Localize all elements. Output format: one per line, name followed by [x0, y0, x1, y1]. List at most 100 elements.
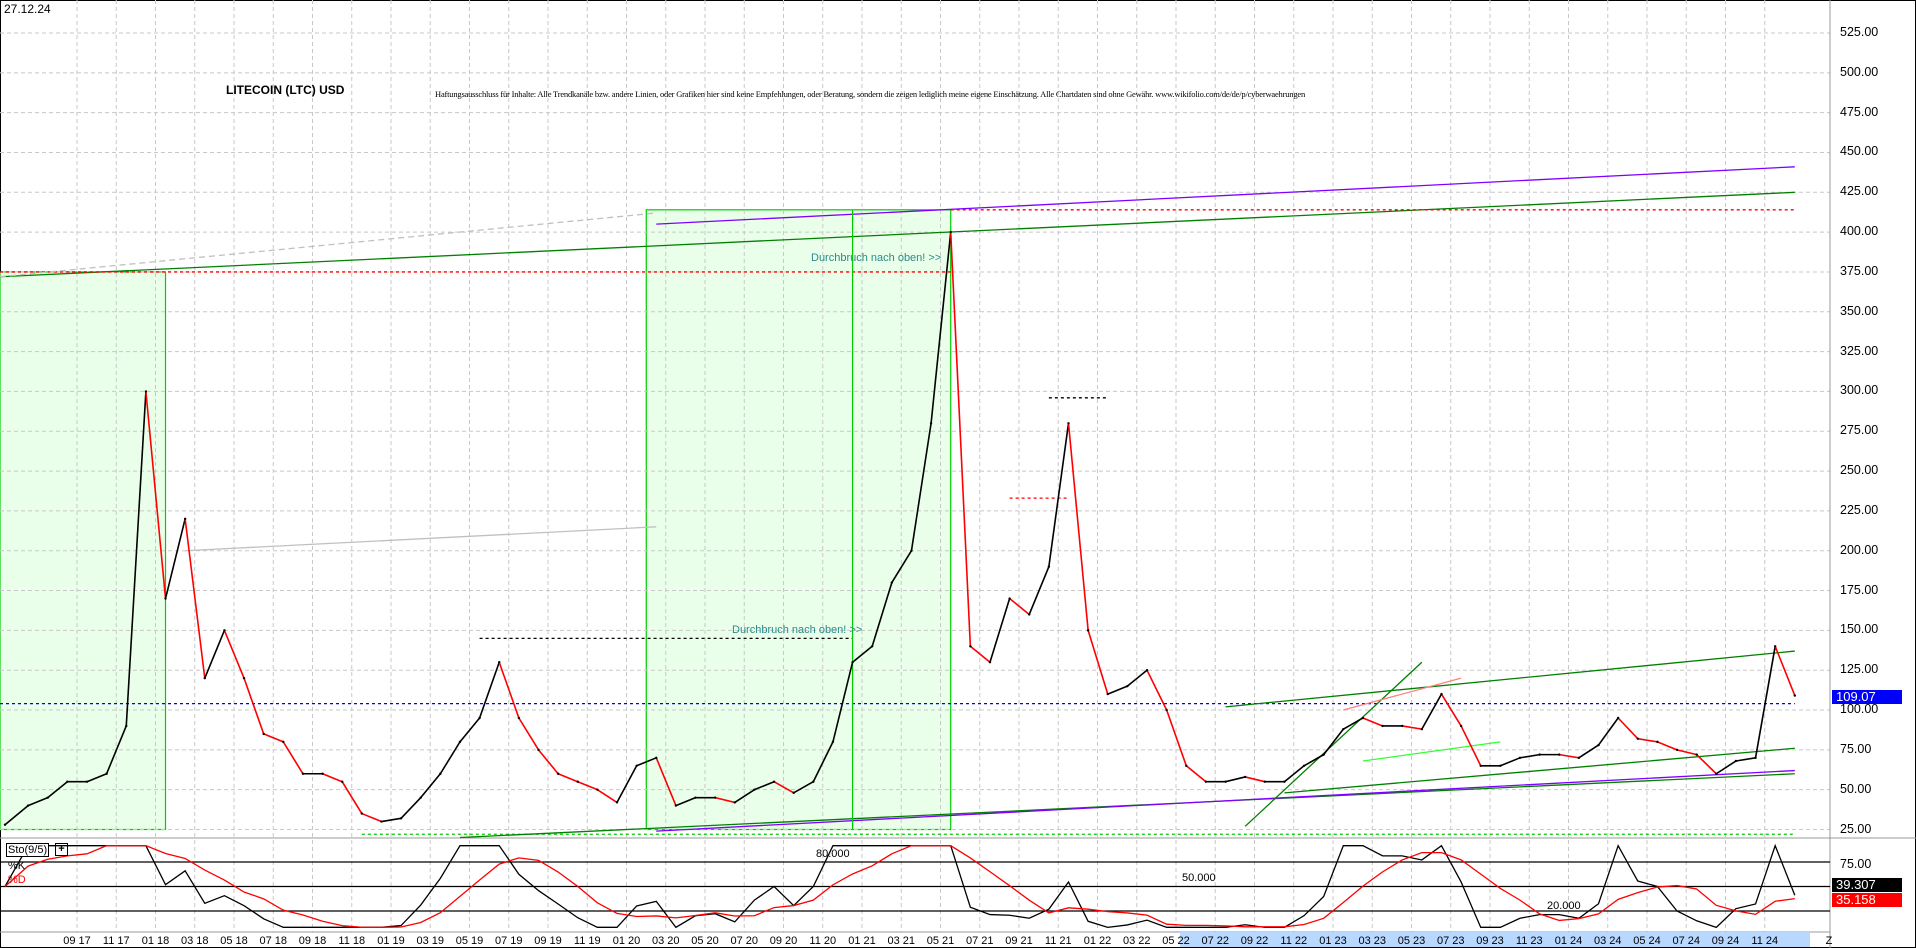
price-segment [1696, 754, 1717, 775]
y-tick-label: 400.00 [1840, 224, 1879, 239]
price-segment [577, 780, 598, 791]
trend-line [0, 191, 1795, 278]
price-segment [322, 773, 343, 783]
price-point [576, 780, 579, 783]
price-segment [223, 630, 245, 679]
price-segment [400, 797, 422, 819]
trend-line [656, 769, 1795, 832]
price-segment [1146, 669, 1168, 711]
x-tick-label: 03 24 [1593, 935, 1622, 947]
price-point [1204, 780, 1208, 783]
trend-line [1284, 747, 1795, 794]
price-point [812, 780, 815, 783]
trend-line [1225, 650, 1795, 708]
price-segment [341, 781, 363, 814]
price-point [713, 796, 717, 799]
price-segment [4, 804, 29, 826]
y-tick-label: 300.00 [1840, 383, 1879, 398]
price-point [282, 740, 285, 744]
price-point [1401, 724, 1404, 728]
price-segment [930, 232, 952, 424]
price-segment [1440, 693, 1462, 727]
price-segment [989, 598, 1011, 663]
x-tick-label: 01 22 [1083, 935, 1112, 947]
x-tick-label: 05 23 [1397, 935, 1426, 947]
price-segment [1185, 765, 1207, 783]
trend-line [0, 212, 657, 278]
price-point [831, 740, 835, 744]
x-tick-label: 01 24 [1554, 935, 1583, 947]
trend-line [1362, 741, 1501, 762]
price-point [1695, 753, 1698, 756]
price-segment [459, 717, 481, 743]
stochastic-title[interactable]: Sto(9/5) [6, 843, 50, 857]
price-segment [243, 677, 265, 735]
y-tick-label: 50.00 [1840, 781, 1872, 796]
price-point [144, 390, 148, 393]
price-point [1754, 756, 1757, 760]
price-segment [47, 781, 68, 799]
price-point [1420, 727, 1424, 731]
price-point [1008, 597, 1011, 600]
y-tick-label: 200.00 [1840, 542, 1879, 557]
price-point [498, 661, 501, 664]
x-tick-label: 03 21 [887, 935, 916, 947]
price-point [46, 796, 49, 799]
price-segment [557, 773, 579, 783]
stochastic-level-80: 80.000 [816, 848, 850, 860]
x-tick-label: 07 19 [494, 935, 523, 947]
price-point [753, 788, 756, 791]
x-tick-label: 01 21 [848, 935, 876, 947]
price-point [85, 780, 89, 783]
annotation-breakout-2020: Durchbruch nach oben! >> [732, 624, 863, 636]
y-tick-label: 250.00 [1840, 463, 1879, 478]
price-point [1283, 780, 1286, 783]
price-segment [1754, 646, 1776, 758]
price-segment [125, 391, 147, 727]
price-segment [1715, 760, 1737, 775]
x-tick-label: 09 19 [534, 935, 562, 947]
y-tick-label: 175.00 [1840, 582, 1879, 597]
price-segment [793, 781, 814, 794]
price-point [203, 676, 206, 680]
price-segment [714, 796, 735, 804]
price-segment [949, 232, 972, 647]
price-point [1263, 780, 1267, 783]
price-segment [518, 717, 540, 751]
x-tick-label: 01 18 [141, 935, 170, 947]
price-segment [1676, 749, 1697, 756]
price-segment [381, 817, 402, 823]
price-point [596, 788, 599, 791]
price-point [556, 772, 560, 775]
price-segment [439, 741, 461, 775]
price-point [517, 716, 521, 720]
price-point [792, 791, 795, 795]
price-segment [910, 423, 932, 551]
y-tick-label: 150.00 [1840, 622, 1879, 637]
price-point [223, 629, 226, 632]
stochastic-expand-button[interactable]: + [55, 843, 68, 856]
price-segment [1225, 776, 1246, 783]
price-segment [773, 781, 795, 794]
stochastic-d-line [4, 845, 1795, 928]
x-tick-label: 03 22 [1122, 935, 1151, 947]
price-segment [1009, 597, 1030, 616]
trend-line [1343, 677, 1462, 711]
price-point [1616, 716, 1620, 720]
price-point [1577, 756, 1581, 760]
price-segment [1774, 646, 1796, 696]
price-point [1656, 740, 1659, 744]
x-tick-label: 11 20 [809, 935, 837, 947]
price-segment [184, 518, 206, 679]
price-segment [204, 630, 226, 679]
price-point [890, 581, 894, 584]
price-point [1361, 716, 1365, 720]
price-segment [420, 773, 441, 799]
price-point [478, 716, 481, 720]
x-tick-label: 11 18 [338, 935, 366, 947]
x-tick-label: 05 18 [220, 935, 248, 947]
price-point [1636, 737, 1639, 740]
price-point [910, 549, 913, 552]
x-tick-label: 03 20 [651, 935, 680, 947]
